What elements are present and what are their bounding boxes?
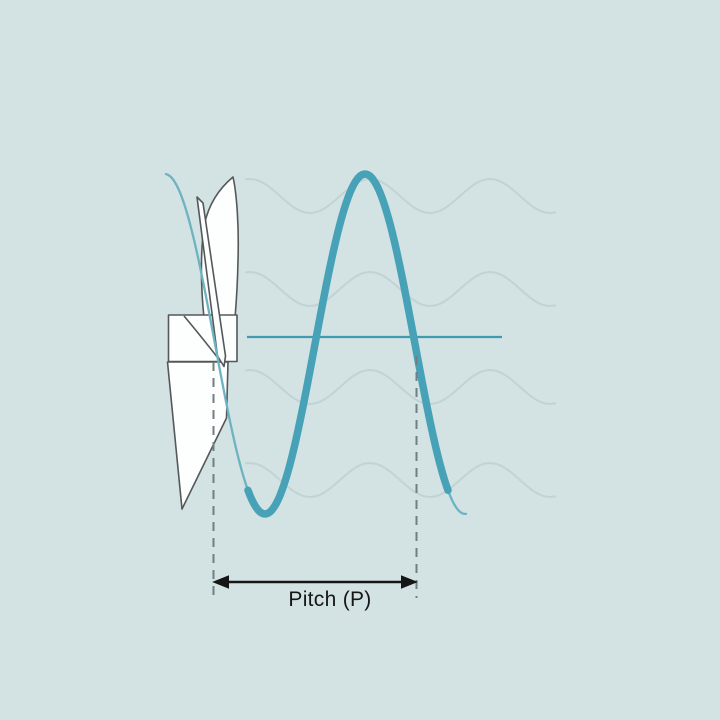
pitch-label: Pitch (P)	[288, 588, 371, 611]
faint-wave-line	[245, 270, 556, 308]
propeller-blade-bottom	[166, 361, 229, 510]
arrowhead-right-icon	[401, 575, 418, 589]
flow-waves	[245, 177, 556, 499]
propeller-icon	[166, 176, 240, 510]
arrowhead-left-icon	[212, 575, 229, 589]
helix-wave	[244, 170, 452, 518]
faint-wave-line	[245, 368, 556, 406]
faint-wave-line	[245, 461, 556, 499]
propeller-blade-front-sliver	[196, 196, 227, 368]
pitch-dimension-arrow	[212, 575, 418, 589]
faint-wave-line	[245, 177, 556, 215]
